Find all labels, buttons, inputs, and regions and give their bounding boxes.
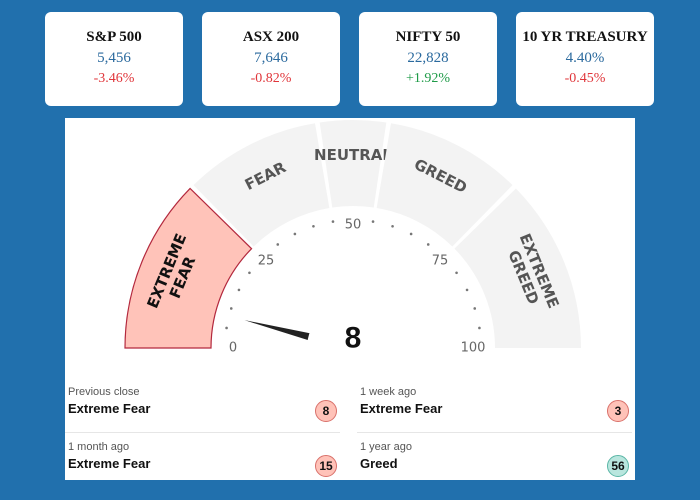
history-label: 1 year ago (360, 441, 412, 453)
history-previous-close: Previous close Extreme Fear 8 (65, 386, 340, 433)
history-label: 1 month ago (68, 441, 130, 453)
segment-extreme-greed (454, 188, 581, 348)
ticker-change: -3.46% (93, 71, 135, 86)
history-value: Extreme Fear (68, 401, 151, 416)
ticker-value: 7,646 (254, 50, 288, 66)
gauge-tick (293, 232, 297, 236)
history-value: Extreme Fear (360, 401, 443, 416)
gauge-tick (391, 224, 394, 228)
gauge-tick (371, 220, 375, 223)
history-1-year-ago: 1 year ago Greed 56 (357, 441, 632, 480)
segment-neutral-label: NEUTRAL (314, 146, 392, 164)
ticker-name: ASX 200 (242, 29, 300, 45)
history-score-badge: 8 (315, 400, 337, 422)
scale-label-100: 100 (461, 341, 486, 356)
gauge-tick (465, 288, 469, 292)
scale-label-0: 0 (229, 341, 237, 356)
gauge-tick (237, 288, 241, 292)
gauge-tick (478, 326, 481, 330)
segment-neutral (319, 120, 387, 208)
gauge-tick (473, 307, 477, 310)
gauge-value: 8 (345, 322, 362, 355)
gauge-tick (276, 243, 280, 246)
history-score-badge: 15 (315, 455, 337, 477)
scale-label-50: 50 (345, 218, 362, 233)
segment-greed (376, 123, 513, 247)
history-1-month-ago: 1 month ago Extreme Fear 15 (65, 441, 340, 480)
gauge-hub (307, 302, 399, 394)
ticker-name: NIFTY 50 (395, 29, 461, 45)
history-value: Greed (360, 456, 398, 471)
ticker-value: 22,828 (407, 50, 449, 66)
gauge-tick (229, 307, 233, 310)
gauge-tick (312, 224, 315, 228)
ticker-card-sp500[interactable]: S&P 500 5,456 -3.46% (45, 12, 183, 106)
history-1-week-ago: 1 week ago Extreme Fear 3 (357, 386, 632, 433)
scale-label-25: 25 (258, 254, 275, 269)
segment-fear (193, 123, 330, 247)
segment-extreme-fear (124, 187, 253, 349)
ticker-value: 4.40% (565, 50, 605, 66)
ticker-name: S&P 500 (86, 29, 142, 45)
history-label: Previous close (68, 386, 140, 398)
history-label: 1 week ago (360, 386, 417, 398)
gauge-tick (426, 243, 430, 246)
gauge-tick (225, 326, 228, 330)
ticker-change: -0.82% (250, 71, 292, 86)
history-value: Extreme Fear (68, 456, 151, 471)
ticker-value: 5,456 (97, 50, 131, 66)
ticker-name: 10 YR TREASURY (522, 29, 648, 45)
ticker-card-asx200[interactable]: ASX 200 7,646 -0.82% (202, 12, 340, 106)
ticker-change: -0.45% (564, 71, 606, 86)
ticker-card-10yr-treasury[interactable]: 10 YR TREASURY 4.40% -0.45% (516, 12, 654, 106)
fear-greed-panel: EXTREMEFEAR FEAR NEUTRAL GREED EXTREMEGREED … (65, 118, 635, 480)
ticker-change: +1.92% (405, 71, 451, 86)
ticker-card-nifty50[interactable]: NIFTY 50 22,828 +1.92% (359, 12, 497, 106)
fear-greed-gauge: EXTREMEFEARFEARNEUTRALGREEDEXTREMEGREED … (124, 120, 581, 394)
history-score-badge: 56 (607, 455, 629, 477)
gauge-tick (248, 271, 251, 275)
scale-label-75: 75 (432, 254, 449, 269)
gauge-tick (409, 232, 413, 236)
gauge-tick (331, 220, 335, 223)
gauge-tick (455, 271, 458, 275)
history-score-badge: 3 (607, 400, 629, 422)
